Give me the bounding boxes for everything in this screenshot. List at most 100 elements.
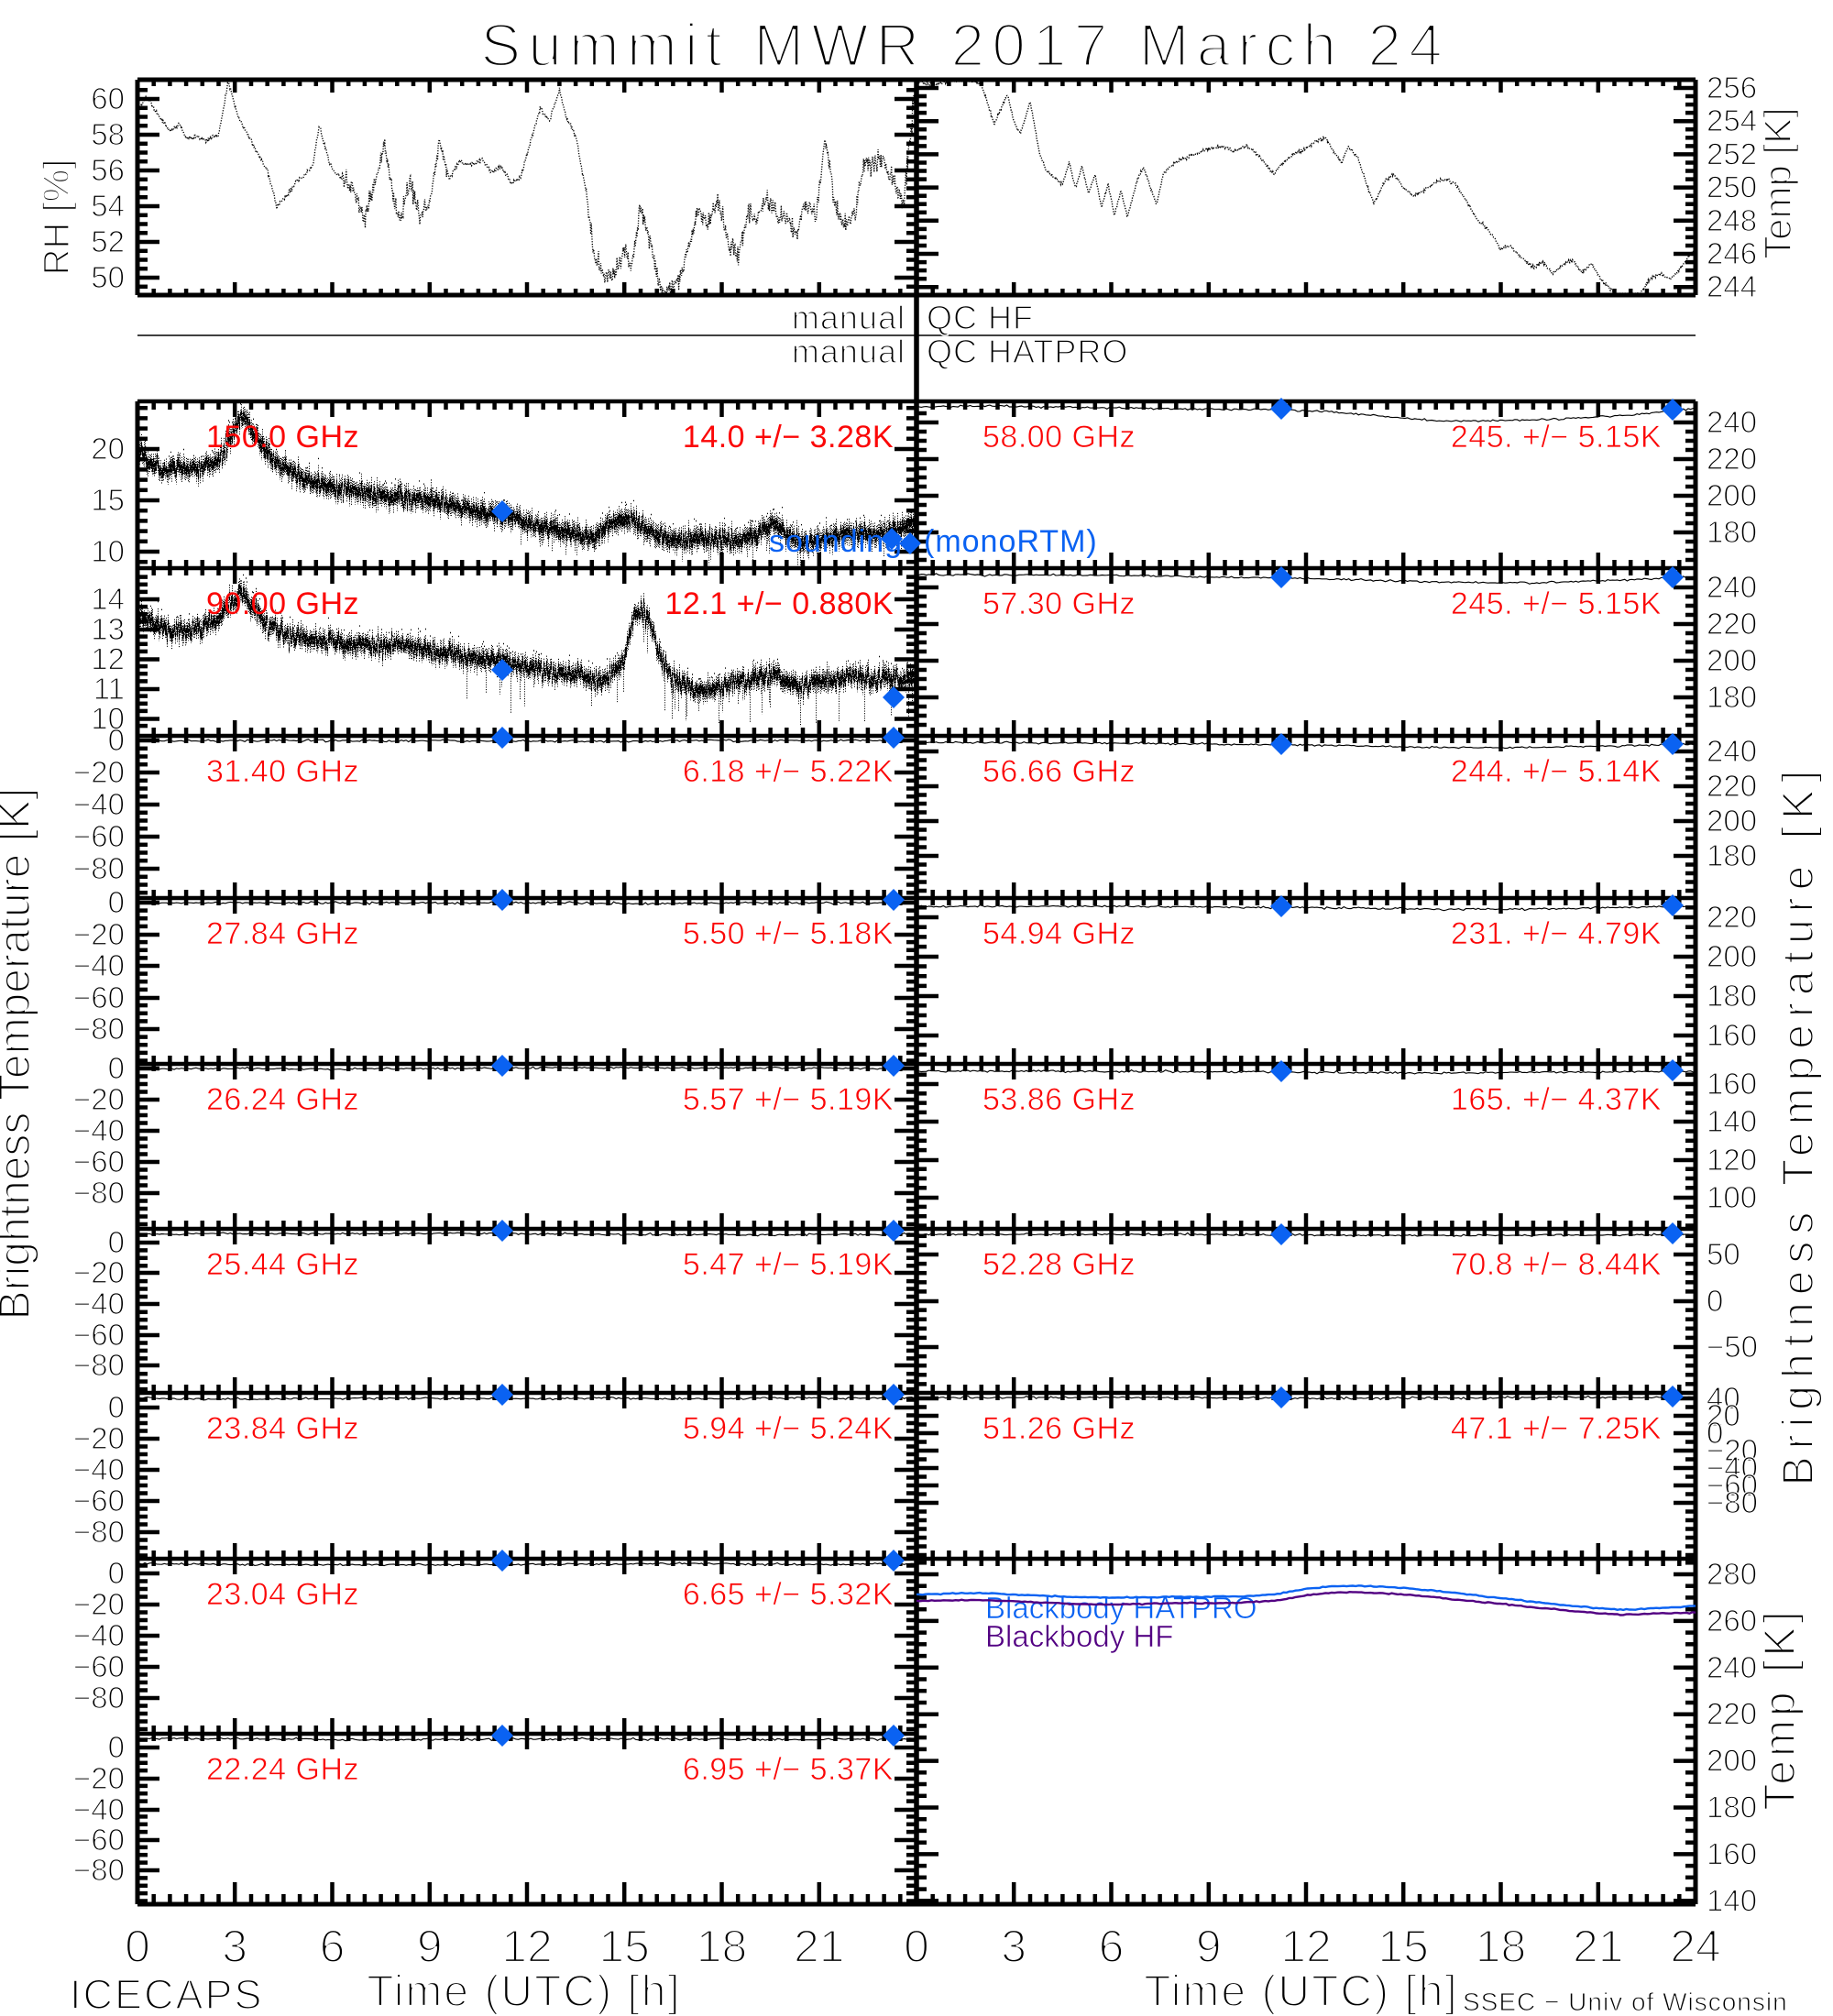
svg-text:−60: −60: [73, 1318, 125, 1352]
svg-text:0: 0: [108, 1730, 125, 1764]
svg-text:0: 0: [108, 723, 125, 757]
svg-text:140: 140: [1707, 1883, 1757, 1917]
svg-text:246: 246: [1707, 236, 1757, 270]
svg-text:Time (UTC) [h]: Time (UTC) [h]: [367, 1967, 682, 2016]
svg-text:−40: −40: [73, 1618, 125, 1652]
svg-text:58.00 GHz: 58.00 GHz: [982, 420, 1136, 455]
svg-text:0: 0: [125, 1921, 150, 1972]
svg-text:231. +/− 4.79K: 231. +/− 4.79K: [1451, 916, 1662, 951]
svg-text:23.84 GHz: 23.84 GHz: [206, 1411, 359, 1446]
svg-text:Blackbody HF: Blackbody HF: [985, 1619, 1173, 1653]
svg-text:−60: −60: [73, 981, 125, 1014]
svg-text:−60: −60: [1707, 1468, 1758, 1502]
svg-text:24: 24: [1670, 1921, 1721, 1972]
svg-text:6: 6: [320, 1921, 346, 1972]
svg-text:13: 13: [91, 612, 125, 646]
svg-text:−40: −40: [1707, 1451, 1758, 1485]
svg-text:220: 220: [1707, 442, 1757, 476]
svg-text:12: 12: [1280, 1921, 1332, 1972]
svg-text:0: 0: [1707, 1284, 1723, 1318]
svg-text:252: 252: [1707, 137, 1757, 170]
svg-text:15: 15: [91, 483, 125, 517]
svg-text:3: 3: [1001, 1921, 1026, 1972]
svg-text:21: 21: [794, 1921, 845, 1972]
svg-text:QC HATPRO: QC HATPRO: [927, 333, 1128, 370]
svg-text:120: 120: [1707, 1143, 1757, 1177]
svg-text:manual: manual: [792, 299, 906, 336]
svg-text:21: 21: [1573, 1921, 1624, 1972]
svg-text:SSEC − Univ of Wisconsin: SSEC − Univ of Wisconsin: [1463, 1988, 1788, 2016]
svg-text:−20: −20: [73, 1421, 125, 1455]
svg-text:−40: −40: [73, 1452, 125, 1486]
svg-text:220: 220: [1707, 900, 1757, 934]
svg-text:12.1 +/− 0.880K: 12.1 +/− 0.880K: [665, 586, 894, 621]
svg-text:18: 18: [1476, 1921, 1527, 1972]
svg-text:200: 200: [1707, 939, 1757, 973]
svg-text:−60: −60: [73, 819, 125, 853]
svg-text:Brightness Temperature [K]: Brightness Temperature [K]: [1774, 763, 1823, 1486]
svg-text:−20: −20: [1707, 1433, 1758, 1467]
svg-text:60: 60: [91, 82, 125, 115]
svg-text:−20: −20: [73, 755, 125, 789]
svg-text:6: 6: [1099, 1921, 1125, 1972]
svg-text:56.66 GHz: 56.66 GHz: [982, 754, 1136, 789]
svg-text:25.44 GHz: 25.44 GHz: [206, 1247, 359, 1282]
svg-text:−40: −40: [73, 787, 125, 821]
svg-text:248: 248: [1707, 203, 1757, 237]
svg-text:256: 256: [1707, 71, 1757, 104]
svg-text:5.94 +/− 5.24K: 5.94 +/− 5.24K: [683, 1411, 894, 1446]
svg-text:5.50 +/− 5.18K: 5.50 +/− 5.18K: [683, 916, 894, 951]
svg-text:(monoRTM): (monoRTM): [924, 524, 1098, 559]
svg-text:20: 20: [1707, 1398, 1740, 1432]
svg-text:240: 240: [1707, 1650, 1757, 1684]
svg-text:−20: −20: [73, 1761, 125, 1795]
svg-text:50: 50: [91, 260, 125, 294]
svg-text:14: 14: [91, 582, 125, 616]
svg-text:200: 200: [1707, 1744, 1757, 1778]
svg-text:140: 140: [1707, 1104, 1757, 1138]
svg-text:Temp [K]: Temp [K]: [1756, 1607, 1805, 1810]
svg-text:9: 9: [1196, 1921, 1222, 1972]
svg-text:160: 160: [1707, 1836, 1757, 1870]
svg-text:200: 200: [1707, 643, 1757, 677]
svg-text:−80: −80: [73, 1681, 125, 1715]
svg-text:244: 244: [1707, 269, 1757, 303]
svg-text:23.04 GHz: 23.04 GHz: [206, 1577, 359, 1612]
svg-text:−20: −20: [73, 1587, 125, 1621]
svg-text:0: 0: [904, 1921, 929, 1972]
svg-text:5.47 +/− 5.19K: 5.47 +/− 5.19K: [683, 1247, 894, 1282]
svg-text:240: 240: [1707, 734, 1757, 768]
svg-text:150.0 GHz: 150.0 GHz: [206, 420, 359, 455]
svg-text:180: 180: [1707, 979, 1757, 1013]
svg-text:QC HF: QC HF: [927, 299, 1034, 336]
svg-text:−80: −80: [73, 1012, 125, 1046]
svg-text:22.24 GHz: 22.24 GHz: [206, 1752, 359, 1787]
svg-text:56: 56: [91, 153, 125, 187]
svg-text:18: 18: [697, 1921, 748, 1972]
svg-text:Summit MWR 2017 March 24: Summit MWR 2017 March 24: [480, 11, 1450, 79]
svg-text:220: 220: [1707, 607, 1757, 641]
svg-text:Temp [K]: Temp [K]: [1756, 107, 1799, 259]
svg-text:−80: −80: [73, 851, 125, 885]
svg-text:180: 180: [1707, 680, 1757, 714]
svg-text:180: 180: [1707, 838, 1757, 872]
svg-text:58: 58: [91, 117, 125, 151]
svg-text:31.40 GHz: 31.40 GHz: [206, 754, 359, 789]
svg-text:0: 0: [108, 885, 125, 919]
svg-text:6.65 +/− 5.32K: 6.65 +/− 5.32K: [683, 1577, 894, 1612]
svg-text:ICECAPS: ICECAPS: [70, 1971, 264, 2016]
svg-text:0: 0: [108, 1390, 125, 1424]
svg-text:26.24 GHz: 26.24 GHz: [206, 1082, 359, 1117]
svg-text:50: 50: [1707, 1237, 1740, 1271]
svg-text:220: 220: [1707, 769, 1757, 803]
svg-text:−80: −80: [73, 1348, 125, 1382]
svg-text:54: 54: [91, 189, 125, 223]
svg-text:160: 160: [1707, 1018, 1757, 1052]
svg-text:240: 240: [1707, 405, 1757, 439]
svg-text:Time (UTC) [h]: Time (UTC) [h]: [1144, 1967, 1459, 2016]
svg-text:54.94 GHz: 54.94 GHz: [982, 916, 1136, 951]
svg-text:6.18 +/− 5.22K: 6.18 +/− 5.22K: [683, 754, 894, 789]
svg-text:3: 3: [222, 1921, 247, 1972]
svg-text:90.00 GHz: 90.00 GHz: [206, 586, 359, 621]
svg-text:15: 15: [1377, 1921, 1429, 1972]
